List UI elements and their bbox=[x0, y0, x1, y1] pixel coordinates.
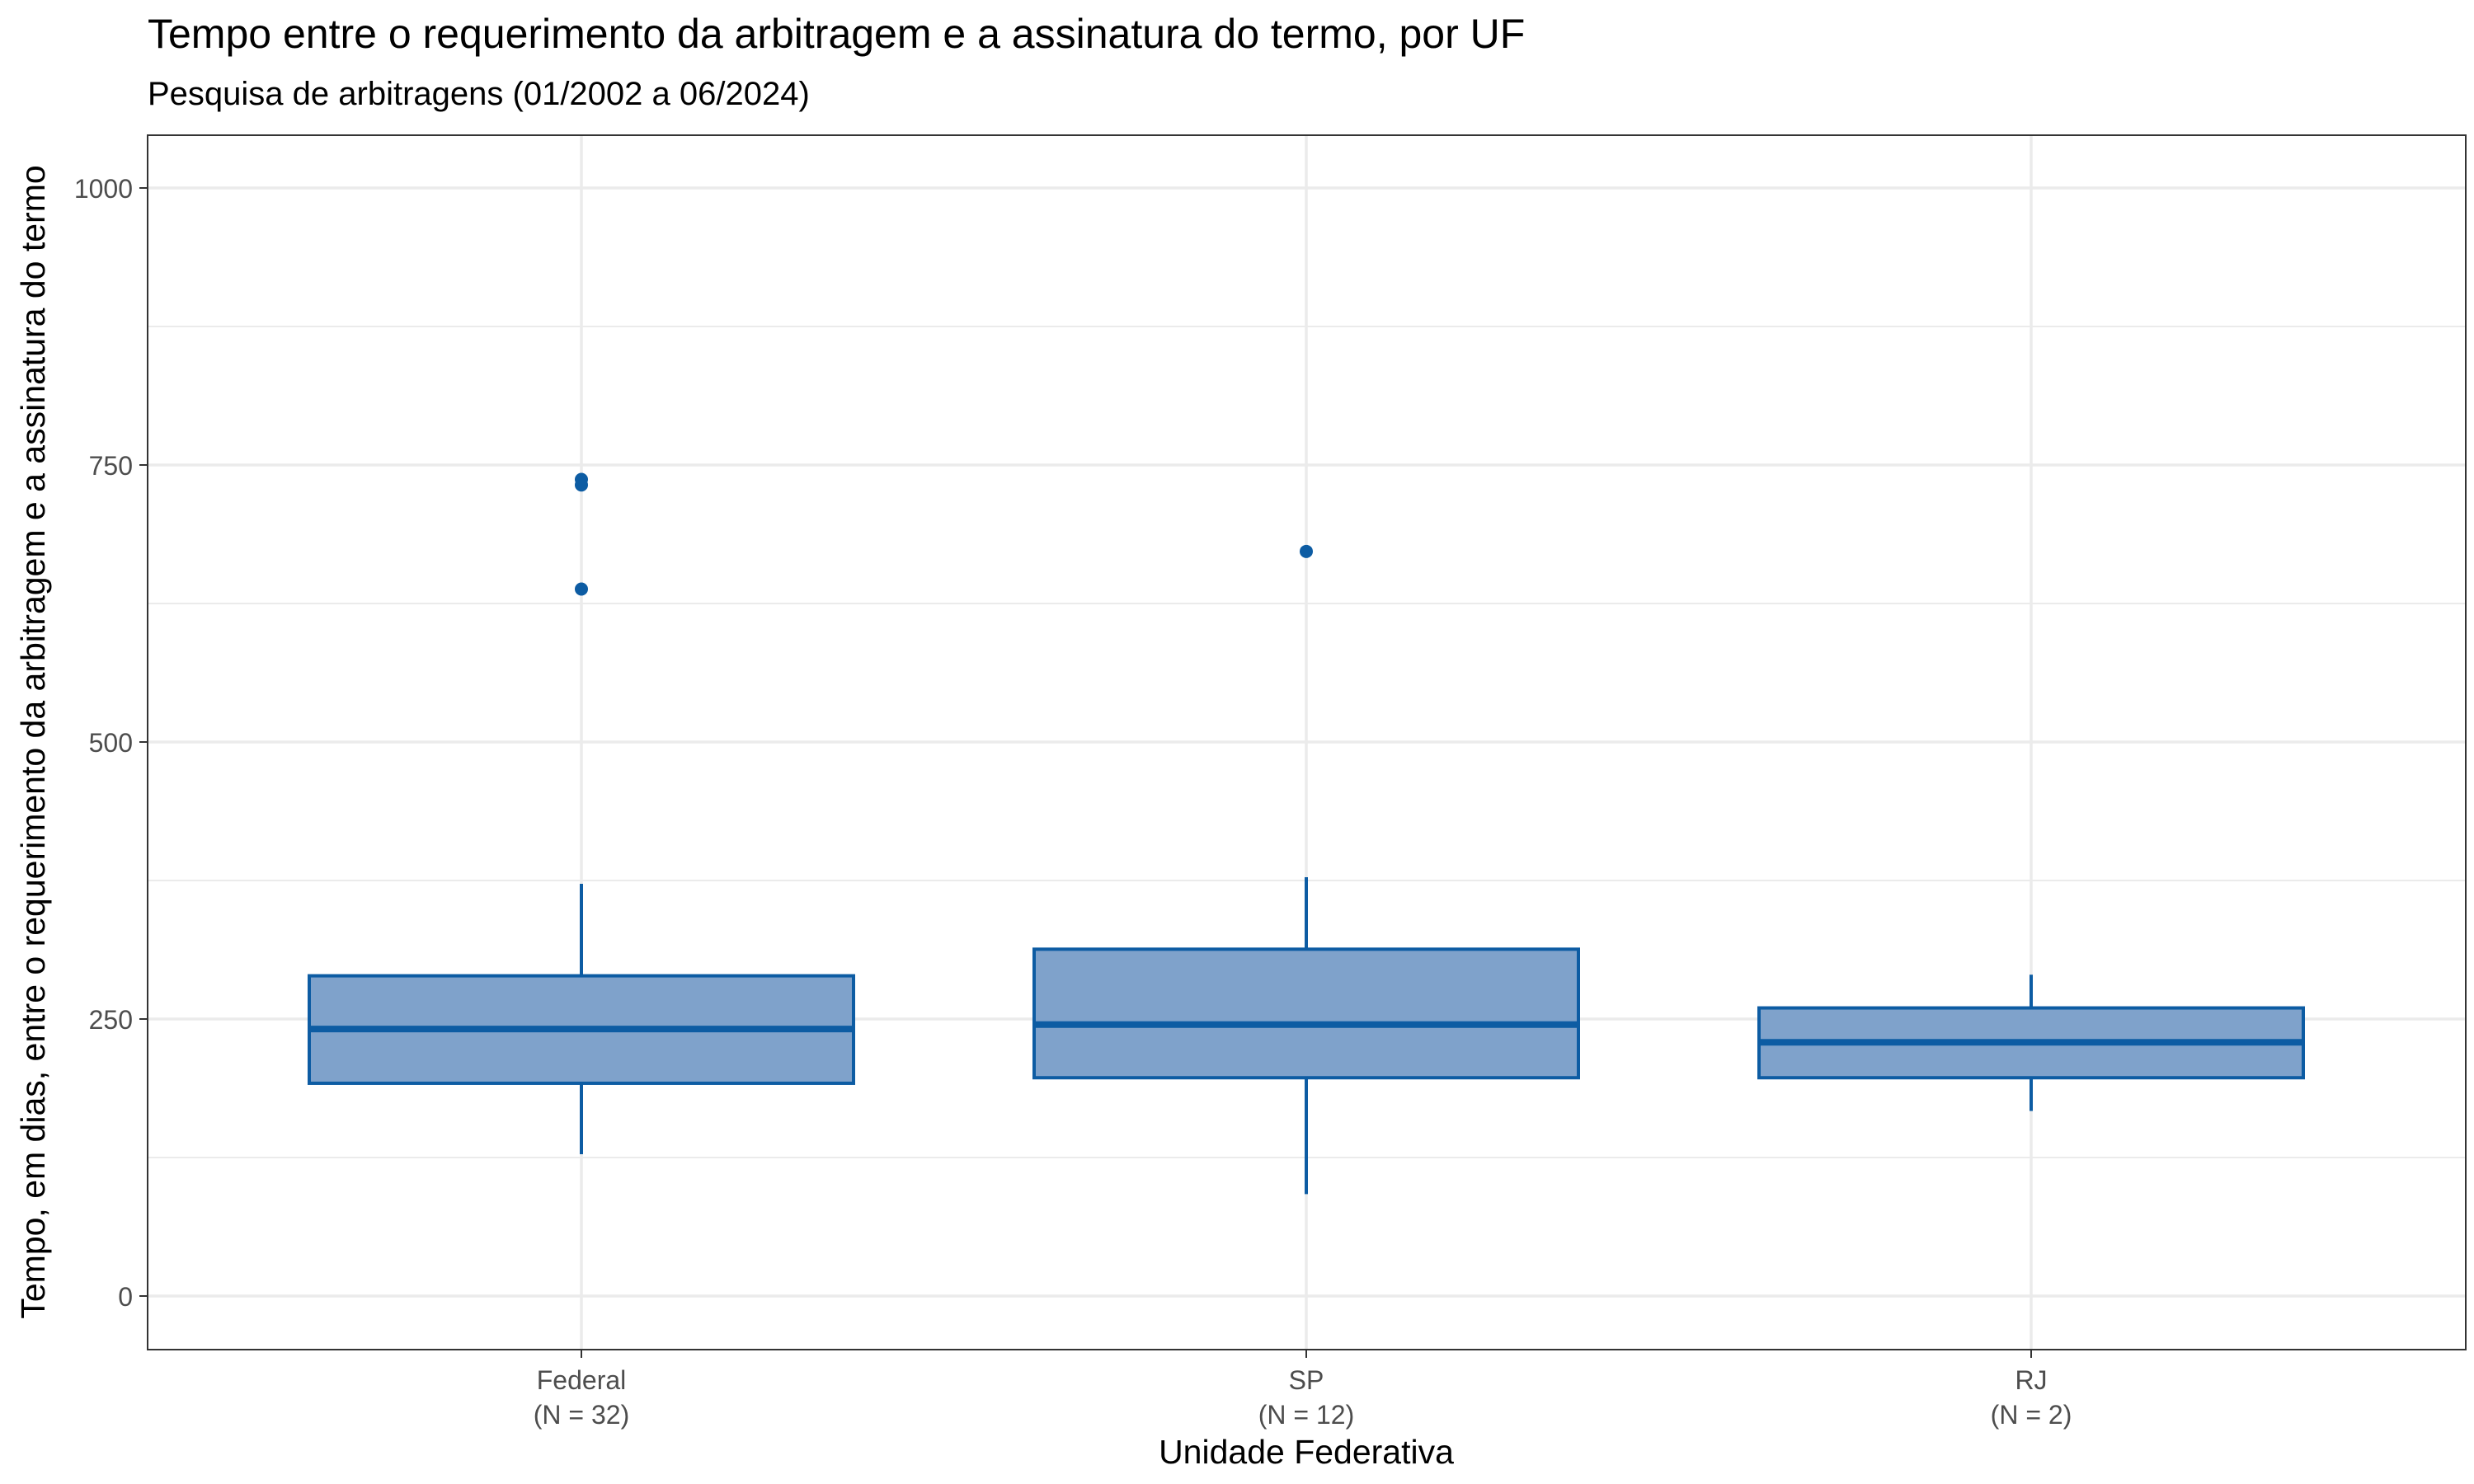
x-tick-n-label: (N = 2) bbox=[1991, 1400, 2072, 1430]
y-tick-label: 1000 bbox=[74, 174, 133, 204]
y-tick-label: 750 bbox=[89, 451, 133, 481]
y-axis: 0 250 500 750 1000 bbox=[74, 174, 148, 1312]
x-tick-n-label: (N = 12) bbox=[1258, 1400, 1354, 1430]
box-sp bbox=[1032, 544, 1580, 1195]
y-tick-label: 500 bbox=[89, 728, 133, 758]
x-axis-title: Unidade Federativa bbox=[1159, 1433, 1454, 1471]
y-tick-label: 0 bbox=[118, 1282, 133, 1312]
chart-title: Tempo entre o requerimento da arbitragem… bbox=[148, 11, 1525, 57]
x-tick-n-label: (N = 32) bbox=[534, 1400, 629, 1430]
outlier-point bbox=[1300, 544, 1313, 558]
outlier-point bbox=[575, 582, 588, 596]
box-federal bbox=[308, 472, 855, 1154]
y-tick-label: 250 bbox=[89, 1005, 133, 1035]
y-axis-title: Tempo, em dias, entre o requerimento da … bbox=[14, 165, 52, 1318]
chart-subtitle: Pesquisa de arbitragens (01/2002 a 06/20… bbox=[148, 76, 810, 112]
iqr-box bbox=[1032, 947, 1580, 1080]
x-axis: Federal (N = 32) SP (N = 12) RJ (N = 2) bbox=[534, 1350, 2072, 1430]
boxplot-series bbox=[308, 472, 2305, 1195]
x-tick-label: RJ bbox=[2015, 1365, 2047, 1395]
x-tick-label: SP bbox=[1289, 1365, 1324, 1395]
x-tick-label: Federal bbox=[537, 1365, 627, 1395]
outlier-point bbox=[575, 472, 588, 486]
box-rj bbox=[1757, 974, 2305, 1111]
